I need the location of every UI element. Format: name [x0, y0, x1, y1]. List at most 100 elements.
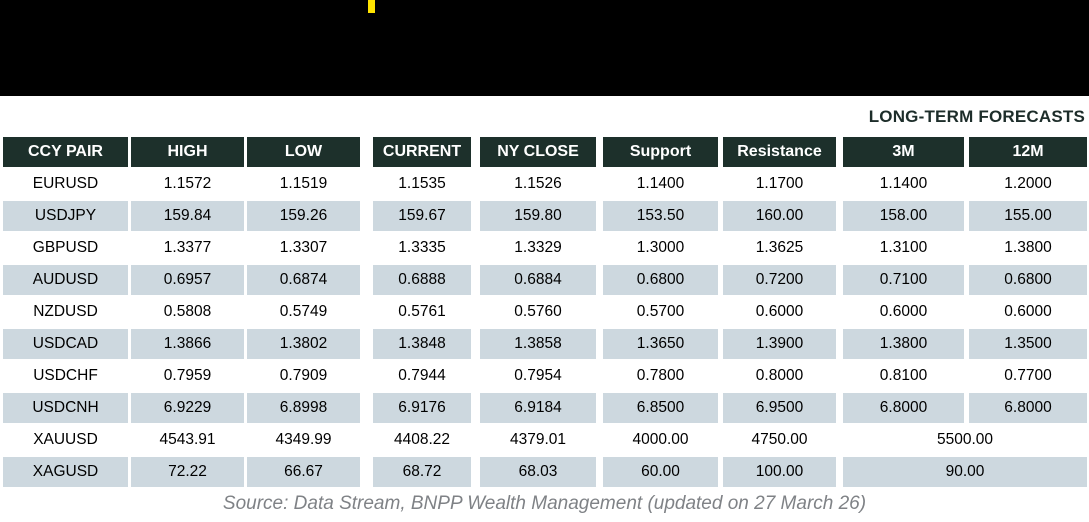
cell-current: 1.3848 [373, 329, 480, 361]
cell-low: 159.26 [247, 201, 373, 233]
cell-resistance: 4750.00 [723, 425, 843, 457]
cell-pair: USDJPY [3, 201, 131, 233]
cell-high: 159.84 [131, 201, 247, 233]
cell-ny-close: 0.5760 [480, 297, 603, 329]
logo-mark [368, 0, 375, 13]
cell-support: 0.6800 [603, 265, 723, 297]
cell-3m: 6.8000 [843, 393, 969, 425]
table-row-xauusd: XAUUSD 4543.91 4349.99 4408.22 4379.01 4… [3, 425, 1087, 457]
cell-12m: 1.2000 [969, 169, 1087, 201]
cell-3m: 1.3100 [843, 233, 969, 265]
cell-12m: 0.6800 [969, 265, 1087, 297]
cell-high: 1.3866 [131, 329, 247, 361]
cell-resistance: 100.00 [723, 457, 843, 489]
cell-3m: 0.7100 [843, 265, 969, 297]
cell-resistance: 0.7200 [723, 265, 843, 297]
cell-support: 4000.00 [603, 425, 723, 457]
cell-3m: 0.6000 [843, 297, 969, 329]
cell-support: 1.1400 [603, 169, 723, 201]
cell-long-term-merged: 90.00 [843, 457, 1087, 489]
cell-resistance: 1.1700 [723, 169, 843, 201]
table-header-row: CCY PAIR HIGH LOW CURRENT NY CLOSE Suppo… [3, 137, 1087, 169]
cell-resistance: 0.8000 [723, 361, 843, 393]
header-ccy-pair: CCY PAIR [3, 137, 131, 169]
cell-12m: 0.6000 [969, 297, 1087, 329]
cell-low: 1.3307 [247, 233, 373, 265]
cell-high: 72.22 [131, 457, 247, 489]
cell-support: 1.3650 [603, 329, 723, 361]
cell-ny-close: 0.6884 [480, 265, 603, 297]
cell-pair: EURUSD [3, 169, 131, 201]
cell-resistance: 1.3625 [723, 233, 843, 265]
cell-support: 1.3000 [603, 233, 723, 265]
cell-12m: 1.3800 [969, 233, 1087, 265]
cell-current: 6.9176 [373, 393, 480, 425]
cell-pair: AUDUSD [3, 265, 131, 297]
cell-ny-close: 6.9184 [480, 393, 603, 425]
cell-current: 68.72 [373, 457, 480, 489]
cell-pair: USDCHF [3, 361, 131, 393]
cell-low: 0.7909 [247, 361, 373, 393]
cell-support: 153.50 [603, 201, 723, 233]
cell-pair: USDCAD [3, 329, 131, 361]
header-current: CURRENT [373, 137, 480, 169]
cell-support: 60.00 [603, 457, 723, 489]
cell-pair: GBPUSD [3, 233, 131, 265]
cell-high: 0.6957 [131, 265, 247, 297]
cell-current: 0.5761 [373, 297, 480, 329]
table-row-audusd: AUDUSD 0.6957 0.6874 0.6888 0.6884 0.680… [3, 265, 1087, 297]
cell-high: 0.7959 [131, 361, 247, 393]
header-12m: 12M [969, 137, 1087, 169]
cell-3m: 1.3800 [843, 329, 969, 361]
cell-resistance: 0.6000 [723, 297, 843, 329]
cell-ny-close: 1.3329 [480, 233, 603, 265]
cell-3m: 1.1400 [843, 169, 969, 201]
cell-high: 6.9229 [131, 393, 247, 425]
cell-ny-close: 68.03 [480, 457, 603, 489]
cell-ny-close: 0.7954 [480, 361, 603, 393]
table-row-nzdusd: NZDUSD 0.5808 0.5749 0.5761 0.5760 0.570… [3, 297, 1087, 329]
cell-high: 4543.91 [131, 425, 247, 457]
cell-pair: XAGUSD [3, 457, 131, 489]
cell-pair: NZDUSD [3, 297, 131, 329]
cell-current: 1.3335 [373, 233, 480, 265]
cell-long-term-merged: 5500.00 [843, 425, 1087, 457]
table-row-eurusd: EURUSD 1.1572 1.1519 1.1535 1.1526 1.140… [3, 169, 1087, 201]
cell-support: 0.7800 [603, 361, 723, 393]
cell-low: 66.67 [247, 457, 373, 489]
table-row-usdchf: USDCHF 0.7959 0.7909 0.7944 0.7954 0.780… [3, 361, 1087, 393]
forecasts-label-row: LONG-TERM FORECASTS [0, 96, 1089, 137]
cell-low: 0.6874 [247, 265, 373, 297]
cell-support: 0.5700 [603, 297, 723, 329]
header-support: Support [603, 137, 723, 169]
cell-high: 0.5808 [131, 297, 247, 329]
cell-ny-close: 1.1526 [480, 169, 603, 201]
cell-low: 4349.99 [247, 425, 373, 457]
header-low: LOW [247, 137, 373, 169]
cell-current: 4408.22 [373, 425, 480, 457]
top-banner [0, 0, 1089, 96]
cell-low: 1.1519 [247, 169, 373, 201]
fx-forecast-table: CCY PAIR HIGH LOW CURRENT NY CLOSE Suppo… [3, 137, 1087, 489]
cell-ny-close: 4379.01 [480, 425, 603, 457]
cell-pair: XAUUSD [3, 425, 131, 457]
header-3m: 3M [843, 137, 969, 169]
cell-low: 6.8998 [247, 393, 373, 425]
cell-resistance: 160.00 [723, 201, 843, 233]
cell-low: 1.3802 [247, 329, 373, 361]
table-row-usdcad: USDCAD 1.3866 1.3802 1.3848 1.3858 1.365… [3, 329, 1087, 361]
cell-12m: 1.3500 [969, 329, 1087, 361]
cell-3m: 158.00 [843, 201, 969, 233]
cell-high: 1.1572 [131, 169, 247, 201]
table-row-xagusd: XAGUSD 72.22 66.67 68.72 68.03 60.00 100… [3, 457, 1087, 489]
cell-current: 159.67 [373, 201, 480, 233]
cell-12m: 6.8000 [969, 393, 1087, 425]
cell-resistance: 1.3900 [723, 329, 843, 361]
header-high: HIGH [131, 137, 247, 169]
cell-12m: 155.00 [969, 201, 1087, 233]
cell-3m: 0.8100 [843, 361, 969, 393]
cell-support: 6.8500 [603, 393, 723, 425]
cell-ny-close: 159.80 [480, 201, 603, 233]
cell-ny-close: 1.3858 [480, 329, 603, 361]
table-row-usdcnh: USDCNH 6.9229 6.8998 6.9176 6.9184 6.850… [3, 393, 1087, 425]
